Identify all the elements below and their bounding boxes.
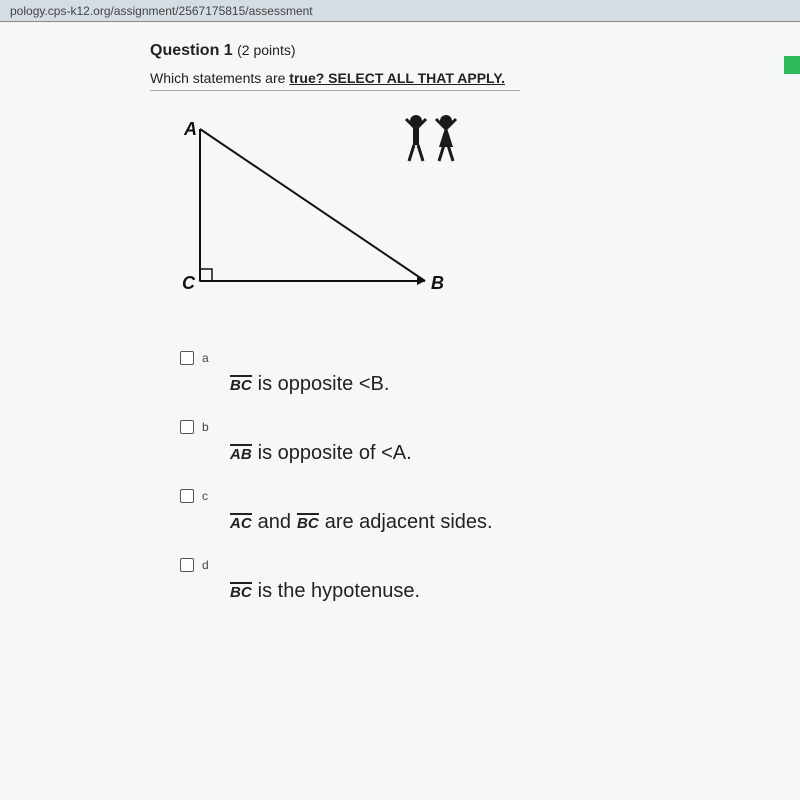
- question-header: Question 1 (2 points): [150, 42, 800, 60]
- option-row-d: d: [180, 558, 600, 572]
- option-letter: c: [202, 489, 208, 503]
- checkbox-b[interactable]: [180, 420, 194, 434]
- option-text-d: BC is the hypotenuse.: [230, 580, 600, 603]
- prompt-prefix: Which statements are: [150, 70, 289, 86]
- option-row-b: b: [180, 420, 600, 434]
- prompt-underlined: true? SELECT ALL THAT APPLY.: [289, 70, 505, 86]
- options-list: a BC is opposite <B. b AB is opposite of <A. c…: [180, 351, 600, 603]
- option-letter: a: [202, 351, 209, 365]
- option-text-fragment: is opposite of <A.: [258, 442, 412, 465]
- option-text-fragment: is opposite <B.: [258, 373, 390, 396]
- url-text: pology.cps-k12.org/assignment/2567175815…: [10, 4, 313, 18]
- option-text-fragment: are adjacent sides.: [325, 511, 493, 534]
- option-text-a: BC is opposite <B.: [230, 373, 600, 396]
- option-text-b: AB is opposite of <A.: [230, 442, 600, 465]
- segment-label: AB: [230, 445, 252, 462]
- segment-label: AC: [230, 514, 252, 531]
- option-text-fragment: is the hypotenuse.: [258, 580, 420, 603]
- figure-area: A B C: [170, 121, 570, 321]
- option-letter: d: [202, 558, 209, 572]
- svg-text:A: A: [183, 121, 197, 139]
- segment-label: BC: [297, 514, 319, 531]
- segment-label: BC: [230, 376, 252, 393]
- option-letter: b: [202, 420, 209, 434]
- url-bar: pology.cps-k12.org/assignment/2567175815…: [0, 0, 800, 22]
- question-number: Question 1: [150, 42, 233, 59]
- people-icon: [400, 111, 470, 171]
- question-prompt: Which statements are true? SELECT ALL TH…: [150, 70, 800, 86]
- assessment-page: Question 1 (2 points) Which statements a…: [0, 22, 800, 800]
- checkbox-a[interactable]: [180, 351, 194, 365]
- checkbox-d[interactable]: [180, 558, 194, 572]
- option-text-fragment: and: [258, 511, 291, 534]
- svg-text:B: B: [431, 273, 444, 293]
- option-row-c: c: [180, 489, 600, 503]
- segment-label: BC: [230, 583, 252, 600]
- divider: [150, 90, 520, 91]
- checkbox-c[interactable]: [180, 489, 194, 503]
- option-row-a: a: [180, 351, 600, 365]
- side-tab[interactable]: [784, 56, 800, 74]
- option-text-c: AC and BC are adjacent sides.: [230, 511, 600, 534]
- svg-text:C: C: [182, 273, 196, 293]
- question-points: (2 points): [237, 42, 295, 58]
